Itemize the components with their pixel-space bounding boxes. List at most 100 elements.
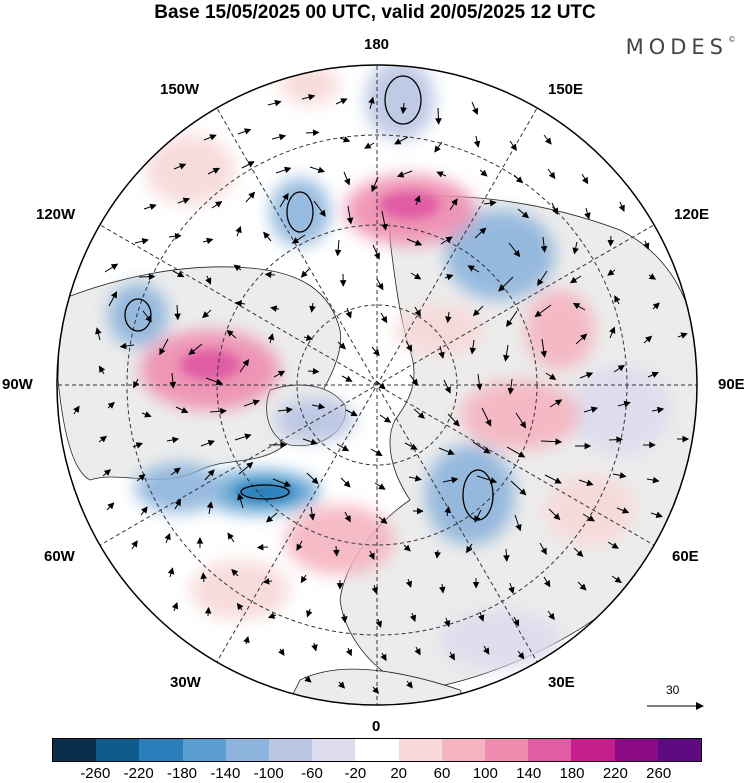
wind-vector-head — [212, 167, 221, 174]
wind-vector-head — [480, 169, 488, 177]
wind-vector-head — [380, 517, 388, 524]
wind-vector-head — [236, 602, 244, 611]
anomaly-core — [380, 191, 440, 219]
wind-vector-head — [207, 469, 215, 477]
wind-vector-head — [508, 586, 515, 594]
anomaly-core — [180, 350, 240, 380]
wind-vector-head — [309, 305, 316, 313]
colorbar-tick-label: -100 — [253, 765, 284, 782]
wind-vector-head — [181, 407, 189, 414]
label-lon-120e: 120E — [674, 206, 710, 223]
wind-vector-head — [375, 449, 383, 457]
wind-vector-head — [174, 313, 181, 321]
wind-vector-head — [176, 271, 185, 278]
wind-vector-head — [451, 476, 459, 484]
wind-vector-head — [452, 419, 460, 427]
wind-vector-head — [119, 342, 127, 350]
wind-vector-head — [375, 620, 383, 628]
wind-vector-head — [215, 378, 224, 386]
wind-vector-head — [619, 472, 627, 479]
wind-vector-head — [554, 477, 562, 484]
wind-vector-head — [235, 225, 242, 234]
wind-vector-head — [483, 447, 491, 454]
wind-vector-head — [284, 166, 292, 174]
wind-vector-head — [296, 543, 303, 551]
wind-vector-head — [107, 502, 115, 510]
label-lon-150w: 150W — [160, 81, 200, 98]
wind-vector-head — [344, 515, 351, 523]
contour-line — [240, 484, 290, 500]
wind-vector-head — [617, 364, 625, 372]
wind-vector-head — [657, 406, 665, 414]
wind-vector-head — [394, 138, 402, 145]
wind-vector-head — [317, 166, 326, 173]
colorbar-cell — [441, 739, 486, 761]
wind-vector-head — [246, 462, 254, 469]
wind-vector-head — [148, 273, 156, 280]
wind-vector-head — [553, 513, 561, 521]
wind-vector-head — [403, 544, 411, 552]
colorbar-cell — [312, 739, 356, 761]
wind-vector-head — [548, 373, 557, 381]
wind-vector-head — [135, 442, 143, 449]
wind-vector-head — [227, 532, 234, 540]
wind-vector-head — [503, 354, 510, 362]
wind-vector-head — [405, 580, 413, 588]
wind-vector-head — [414, 273, 422, 280]
wind-vector-head — [443, 619, 451, 628]
colorbar-tick-label: -140 — [210, 765, 241, 782]
colorbar-cell — [182, 739, 226, 761]
wind-vector-head — [548, 612, 555, 621]
wind-vector-head — [247, 161, 255, 168]
anomaly-positive — [395, 305, 485, 355]
wind-vector-head — [371, 586, 379, 595]
wind-vector-head — [95, 327, 102, 335]
wind-vector-head — [98, 365, 106, 373]
colorbar-tick-label: 220 — [602, 765, 628, 782]
wind-vector-head — [503, 555, 510, 562]
wind-vector-head — [469, 347, 477, 355]
wind-vector-head — [339, 280, 347, 287]
wind-vector-head — [172, 436, 180, 444]
colorbar — [52, 738, 702, 762]
wind-vector-head — [621, 507, 630, 514]
label-lon-90e: 90E — [718, 376, 745, 393]
wind-vector-head — [338, 681, 346, 689]
wind-vector-head — [607, 239, 615, 247]
map-disk — [57, 65, 697, 705]
wind-vector-head — [569, 276, 578, 284]
wind-vector-head — [652, 476, 660, 484]
wind-vector-head — [414, 475, 422, 482]
wind-vector-head — [472, 581, 480, 589]
wind-vector-head — [188, 348, 196, 356]
wind-vector-head — [519, 488, 527, 496]
wind-vector-head — [264, 271, 272, 279]
modes-logo: MODES© — [626, 35, 736, 59]
wind-vector-head — [548, 171, 556, 180]
wind-vector-head — [447, 448, 455, 456]
anomaly-negative — [135, 463, 225, 513]
wind-vector-head — [283, 480, 292, 487]
wind-vector-head — [144, 411, 152, 418]
wind-vector-head — [513, 619, 520, 627]
wind-vector-head — [438, 351, 445, 359]
wind-vector-head — [333, 549, 340, 557]
wind-vector-head — [231, 568, 239, 576]
wind-vector-head — [414, 309, 421, 317]
wind-vector-head — [371, 184, 378, 193]
wind-vector-head — [435, 118, 442, 125]
wind-vector-head — [311, 477, 319, 485]
wind-vector-head — [368, 96, 375, 104]
anomaly-positive — [145, 135, 235, 205]
wind-vector-head — [267, 612, 276, 619]
wind-vector-head — [282, 192, 289, 201]
wind-vector-head — [572, 302, 581, 310]
wind-vector-head — [680, 332, 688, 339]
wind-vector-head — [244, 433, 252, 440]
wind-vector-head — [372, 686, 380, 695]
wind-vector-head — [336, 583, 344, 590]
wind-vector-head — [278, 648, 285, 656]
wind-vector-head — [141, 237, 149, 245]
wind-vector-head — [439, 586, 446, 594]
wind-vector-head — [237, 493, 244, 501]
